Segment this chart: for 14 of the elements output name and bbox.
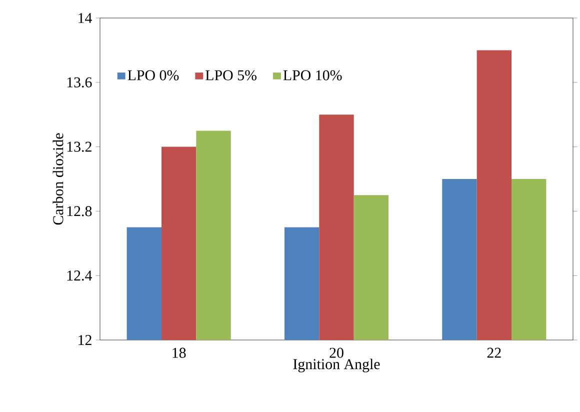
x-tick-label: 18 <box>172 348 186 358</box>
y-tick-label: 12 <box>78 335 92 345</box>
legend-label: LPO 0% <box>128 70 179 80</box>
y-tick-label: 13.2 <box>67 142 92 152</box>
x-axis-title: Ignition Angle <box>293 358 380 372</box>
y-tick-label: 12.8 <box>67 206 92 216</box>
legend-label: LPO 5% <box>206 70 256 80</box>
y-axis-title: Carbon dioxide <box>52 133 64 225</box>
x-tick-label: 22 <box>487 348 501 358</box>
y-tick-label: 12.4 <box>67 270 92 281</box>
legend-label: LPO 10% <box>283 70 342 80</box>
x-tick-label: 20 <box>330 348 344 358</box>
y-tick-label: 14 <box>78 13 92 23</box>
y-tick-label: 13.6 <box>67 77 92 88</box>
